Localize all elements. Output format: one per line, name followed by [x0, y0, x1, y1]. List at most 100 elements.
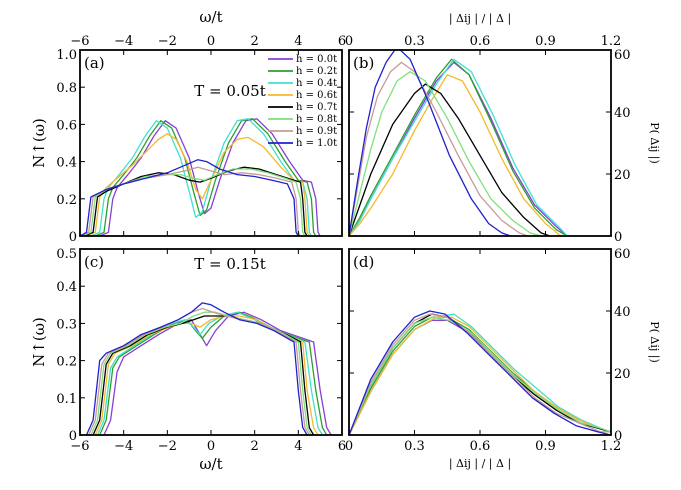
y-tick-label: 0 — [614, 230, 622, 245]
series-line-2 — [90, 118, 312, 236]
y-tick-label: 0.4 — [56, 156, 77, 171]
x-tick-label: −4 — [114, 439, 133, 454]
series-line-5 — [90, 311, 312, 435]
temperature-annotation: T = 0.15t — [194, 255, 266, 273]
panel-a: −6 −4 −2 0 2 4 6 0 0.2 0.4 0.6 0.8 1.0 (a) T = 0.05t ω/… — [30, 8, 346, 245]
x-tick-label: 4 — [294, 439, 302, 454]
y-tick-label: 60 — [614, 48, 631, 63]
y-tick-label: 0.2 — [56, 193, 77, 208]
legend-entry: h = 0.2t — [296, 66, 337, 77]
x-tick-label: 1.2 — [601, 34, 622, 49]
legend: h = 0.0th = 0.2th = 0.4th = 0.6th = 0.7t… — [268, 54, 337, 149]
x-tick-label: 0 — [207, 439, 215, 454]
x-axis-label: | Δij | / | Δ | — [449, 457, 511, 471]
x-tick-label: 2 — [251, 34, 259, 49]
series-group — [349, 50, 568, 236]
series-line-0 — [99, 118, 321, 236]
y-tick-label: 1.0 — [56, 48, 77, 63]
x-axis-label-top: ω/t — [199, 8, 222, 26]
y-tick-label: 0.8 — [56, 81, 77, 96]
panel-c: −6 −4 −2 0 2 4 6 0 0.1 0.2 0.3 0.4 0.5 (c) T = 0.15t ω/… — [30, 247, 346, 473]
x-tick-label: 0.9 — [535, 34, 556, 49]
x-tick-label: 6 — [338, 439, 346, 454]
panel-label: (d) — [353, 253, 374, 271]
x-tick-label: 0 — [207, 34, 215, 49]
series-line-2 — [349, 58, 568, 236]
y-tick-label: 0 — [69, 429, 77, 444]
series-line-6 — [88, 307, 310, 435]
legend-entry: h = 1.0t — [296, 138, 337, 149]
panel-label: (a) — [84, 54, 105, 72]
y-axis-label: N↑(ω) — [30, 118, 48, 168]
y-tick-label: 0.2 — [56, 355, 77, 370]
legend-entry: h = 0.8t — [296, 114, 337, 125]
x-tick-label: −6 — [70, 439, 89, 454]
series-line-0 — [103, 311, 332, 435]
y-axis-label: N↑(ω) — [30, 317, 48, 367]
y-tick-label: 20 — [614, 367, 631, 382]
series-group — [80, 118, 321, 236]
series-line-7 — [349, 310, 611, 435]
series-line-1 — [349, 58, 568, 236]
x-tick-label: 0 — [345, 34, 353, 49]
panel-label: (b) — [353, 54, 374, 72]
x-tick-label: 4 — [294, 34, 302, 49]
series-line-1 — [99, 311, 328, 435]
legend-entry: h = 0.0t — [296, 54, 337, 65]
plot-frame — [348, 49, 612, 237]
series-group — [349, 310, 611, 435]
series-line-5 — [349, 71, 542, 236]
y-tick-label: 0.6 — [56, 118, 77, 133]
y-tick-label: 40 — [614, 305, 631, 320]
series-line-2 — [96, 311, 323, 435]
x-tick-label: −6 — [70, 34, 89, 49]
panel-b: 0 0.3 0.6 0.9 1.2 0 20 40 60 (b) | Δij | / | Δ | P(… — [345, 12, 661, 245]
x-tick-label: 0 — [345, 439, 353, 454]
x-tick-label: 2 — [251, 439, 259, 454]
x-tick-label: 0.6 — [470, 439, 491, 454]
legend-entry: h = 0.6t — [296, 90, 337, 101]
y-tick-label: 60 — [614, 247, 631, 262]
y-axis-label-right: P( Δij |) — [647, 122, 661, 164]
x-axis-label: ω/t — [199, 455, 222, 473]
y-tick-label: 40 — [614, 106, 631, 121]
x-axis-label-top: | Δij | / | Δ | — [449, 12, 511, 26]
series-line-2 — [349, 313, 611, 435]
series-line-5 — [349, 316, 611, 435]
series-line-7 — [349, 50, 511, 236]
x-tick-label: 0.3 — [404, 439, 425, 454]
x-tick-label: −2 — [158, 439, 177, 454]
series-line-7 — [80, 159, 299, 236]
series-line-7 — [85, 302, 308, 435]
series-group — [85, 302, 332, 435]
x-tick-label: 6 — [338, 34, 346, 49]
x-tick-label: −4 — [114, 34, 133, 49]
x-tick-label: 0.9 — [535, 439, 556, 454]
y-tick-label: 0 — [69, 230, 77, 245]
x-tick-label: 0.6 — [470, 34, 491, 49]
series-line-4 — [349, 313, 611, 435]
x-tick-label: 0.3 — [404, 34, 425, 49]
series-line-6 — [349, 61, 529, 236]
x-tick-label: 1.2 — [601, 439, 622, 454]
legend-entry: h = 0.4t — [296, 78, 337, 89]
y-tick-label: 0.4 — [56, 280, 77, 295]
y-tick-label: 0.5 — [56, 247, 77, 262]
y-axis-label-right: P( Δij |) — [647, 321, 661, 363]
series-line-3 — [349, 74, 562, 236]
y-tick-label: 0 — [614, 429, 622, 444]
series-line-3 — [349, 316, 611, 435]
x-tick-label: −2 — [158, 34, 177, 49]
series-line-3 — [94, 315, 319, 435]
series-line-4 — [349, 83, 551, 236]
temperature-annotation: T = 0.05t — [194, 82, 266, 100]
legend-entry: h = 0.9t — [296, 126, 337, 137]
series-line-4 — [92, 315, 315, 435]
series-line-1 — [95, 118, 317, 236]
series-line-6 — [349, 313, 611, 435]
y-tick-label: 20 — [614, 168, 631, 183]
y-tick-label: 0.3 — [56, 317, 77, 332]
y-tick-label: 0.1 — [56, 392, 77, 407]
